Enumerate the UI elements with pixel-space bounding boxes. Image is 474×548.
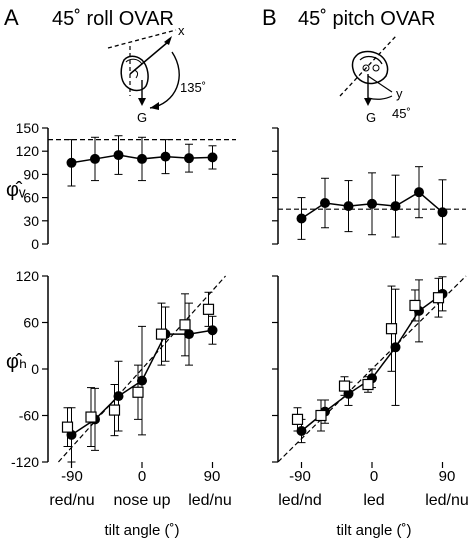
- panel-a-bottom-ytick-label: 120: [16, 268, 40, 284]
- panel-a-top-filled-circle-point: [90, 153, 100, 164]
- panel-a-top-filled-circle-point: [160, 151, 171, 162]
- panel-b-bottom-open-square-point: [409, 299, 421, 312]
- panel-b-bottom-open-square-point: [432, 292, 445, 304]
- plot-area: 0 30 60 90 120 150 -120 -60 0 60 120: [11, 120, 467, 470]
- panel-a-xtick-labels: -90 0 90: [61, 468, 220, 485]
- panel-a-cond-right: led/nu: [188, 492, 232, 509]
- panel-b-bottom-plot: [272, 275, 467, 468]
- panel-a-cond-mid: nose up: [114, 492, 171, 509]
- panel-b-letter: B: [262, 5, 277, 30]
- panel-b-bottom-open-square-point: [291, 413, 304, 425]
- panel-b-cond-left: led/nd: [278, 492, 322, 509]
- panel-a-cond-left: red/nu: [49, 492, 94, 509]
- panel-a-bottom-ytick-label: -60: [19, 408, 39, 424]
- gravity-arrow-icon: [138, 98, 146, 106]
- panel-a-axis-label: x: [178, 23, 185, 38]
- panel-a-x-axis-label: tilt angle (˚): [104, 522, 179, 539]
- panel-a-xtick-90: 90: [204, 468, 221, 485]
- panel-a-top-ytick-label: 90: [23, 166, 39, 182]
- panel-b-condition-labels: led/nd led led/nu: [278, 492, 469, 509]
- panel-a-bottom-reference-line: [57, 275, 227, 463]
- panel-a-letter: A: [4, 5, 19, 30]
- panel-a-title: 45˚ roll OVAR: [52, 8, 174, 30]
- panel-b-top-plot: [272, 127, 466, 245]
- panel-b-cond-right: led/nu: [425, 492, 469, 509]
- panel-a-tilt-axis-line: [107, 29, 177, 49]
- panel-a-bottom-ytick-label: 0: [31, 361, 39, 377]
- panel-a-x-arrowhead: [164, 36, 172, 45]
- figure-header: A 45˚ roll OVAR B 45˚ pitch OVAR: [4, 5, 435, 30]
- panel-b-bottom-open-square-point: [315, 409, 327, 422]
- panel-a-bottom-open-square-point: [108, 404, 121, 416]
- panel-a-angle-label: 135˚: [180, 80, 206, 95]
- panel-b-top-filled-circle-point: [367, 198, 377, 209]
- panel-a-xtick-neg90: -90: [61, 468, 83, 485]
- panel-b-bottom-open-square-point: [362, 378, 374, 391]
- panel-a-condition-labels: red/nu nose up led/nu: [49, 492, 231, 509]
- panel-b-cond-mid: led: [363, 492, 384, 509]
- bottom-y-axis-label: φ̂ₕ: [6, 351, 27, 373]
- panel-b-xtick-neg90: -90: [289, 468, 311, 485]
- panel-a-bottom-open-square-point: [155, 328, 168, 340]
- panel-b-top-filled-circle-point: [343, 201, 354, 212]
- panel-b-head-diagram: y 45˚ G: [339, 35, 411, 125]
- panel-b-title: 45˚ pitch OVAR: [298, 8, 435, 30]
- rotation-arrowhead-icon: [150, 102, 159, 110]
- panel-a-top-ytick-label: 150: [16, 120, 40, 136]
- panel-a-bottom-filled-circle-point: [184, 329, 194, 340]
- panel-b-angle-label: 45˚: [392, 106, 411, 121]
- panel-a-bottom-open-square-point: [61, 421, 74, 433]
- panel-b-gravity-label: G: [366, 110, 376, 125]
- panel-b-bottom-filled-circle-point: [390, 342, 401, 353]
- panel-a-head-diagram: x 135˚ G: [107, 23, 206, 125]
- panel-a-bottom-plot: -120 -60 0 60 120: [11, 268, 227, 470]
- panel-b-gravity-arrow-icon: [364, 98, 372, 106]
- panel-a-bottom-ytick-label: 60: [23, 315, 39, 331]
- panel-a-bottom-open-square-point: [132, 386, 144, 398]
- head-front-view-icon: [351, 50, 389, 85]
- panel-a-top-filled-circle-point: [66, 157, 77, 168]
- panel-b-top-filled-circle-point: [296, 213, 307, 224]
- panel-b-top-filled-circle-point: [437, 207, 448, 218]
- panel-a-bottom-open-square-point: [202, 303, 215, 315]
- panel-a-top-plot: 0 30 60 90 120 150: [16, 120, 236, 252]
- panel-b-top-filled-circle-point: [320, 198, 330, 209]
- panel-a-gravity-label: G: [137, 110, 147, 125]
- panel-a-top-ytick-label: 60: [23, 190, 39, 206]
- panel-a-top-filled-circle-point: [137, 153, 147, 164]
- panel-a-bottom-filled-circle-point: [137, 375, 147, 386]
- panel-a-xtick-0: 0: [138, 468, 146, 485]
- panel-a-bottom-ytick-label: -120: [11, 454, 39, 470]
- panel-a-top-ytick-label: 0: [31, 236, 39, 252]
- panel-b-xtick-labels: -90 0 90: [289, 468, 455, 485]
- panel-a-top-ytick-label: 30: [23, 213, 39, 229]
- panel-a-top-ytick-label: 120: [16, 143, 40, 159]
- panel-a-top-filled-circle-point: [113, 150, 124, 161]
- panel-b-top-filled-circle-point: [414, 187, 424, 198]
- panel-b-top-filled-circle-point: [390, 201, 401, 212]
- panel-b-bottom-open-square-point: [338, 380, 351, 392]
- top-y-axis-label: φ̂ᵥ: [6, 179, 26, 201]
- panel-a-top-filled-circle-point: [184, 153, 194, 164]
- panel-b-head-y-axis-line: [367, 75, 393, 93]
- panel-a-bottom-open-square-point: [85, 411, 97, 423]
- panel-a-bottom-open-square-point: [179, 319, 191, 331]
- panel-b-xtick-90: 90: [439, 468, 456, 485]
- panel-a-top-filled-circle-point: [207, 152, 218, 163]
- panel-b-xtick-0: 0: [370, 468, 378, 485]
- panel-b-axis-label: y: [396, 86, 403, 101]
- rotation-arrow-icon: [149, 51, 180, 109]
- panel-b-x-axis-label: tilt angle (˚): [336, 522, 411, 539]
- panel-b-bottom-open-square-point: [385, 323, 398, 335]
- rotation-arrow-b-icon: [367, 95, 393, 100]
- panel-a-bottom-filled-circle-point: [113, 391, 124, 402]
- panel-a-bottom-filled-circle-point: [207, 325, 218, 336]
- panel-a-head-x-axis-line: [129, 41, 169, 75]
